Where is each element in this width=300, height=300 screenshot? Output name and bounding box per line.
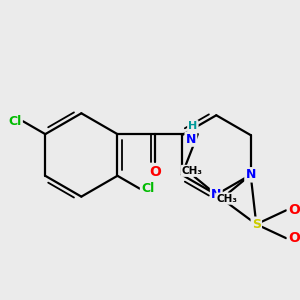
Text: O: O	[288, 203, 300, 218]
Text: CH₃: CH₃	[216, 194, 237, 204]
Text: Cl: Cl	[8, 115, 22, 128]
Text: O: O	[288, 231, 300, 245]
Text: N: N	[245, 168, 256, 181]
Text: H: H	[188, 121, 197, 131]
Text: CH₃: CH₃	[182, 166, 203, 176]
Text: N: N	[186, 133, 196, 146]
Text: O: O	[149, 165, 161, 179]
Text: S: S	[252, 218, 261, 231]
Text: N: N	[211, 188, 221, 201]
Text: Cl: Cl	[141, 182, 154, 195]
